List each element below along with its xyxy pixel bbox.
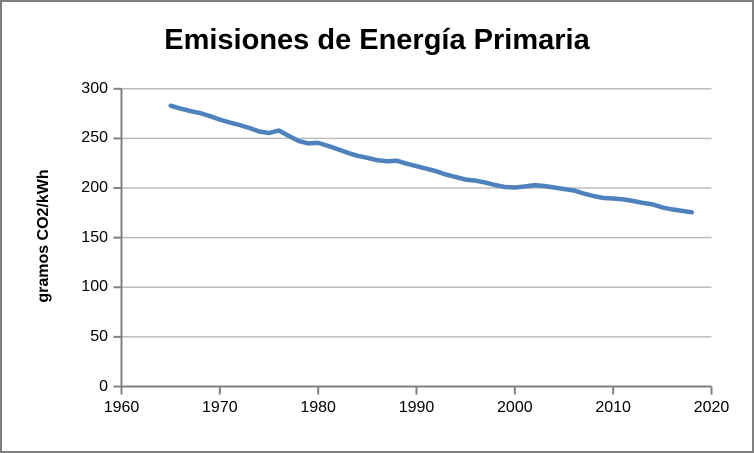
x-tick-label: 2010 (595, 399, 631, 416)
y-tick-label: 0 (99, 377, 108, 395)
x-tick-label: 1960 (103, 399, 140, 416)
x-tick-label: 2020 (693, 399, 730, 416)
y-tick-label: 250 (81, 129, 108, 147)
x-tick-label: 1980 (300, 399, 336, 416)
data-series-line (168, 103, 695, 215)
y-tick-label: 100 (81, 278, 108, 296)
y-tick-label: 50 (90, 327, 108, 345)
y-tick-label: 150 (81, 228, 108, 246)
x-tick-label: 1970 (202, 399, 238, 416)
y-tick-label: 200 (81, 179, 108, 197)
chart-title: Emisiones de Energía Primaria (164, 24, 590, 56)
x-tick-label: 2000 (497, 399, 533, 416)
y-tick-label: 300 (81, 79, 108, 97)
x-tick-label: 1990 (398, 399, 435, 416)
